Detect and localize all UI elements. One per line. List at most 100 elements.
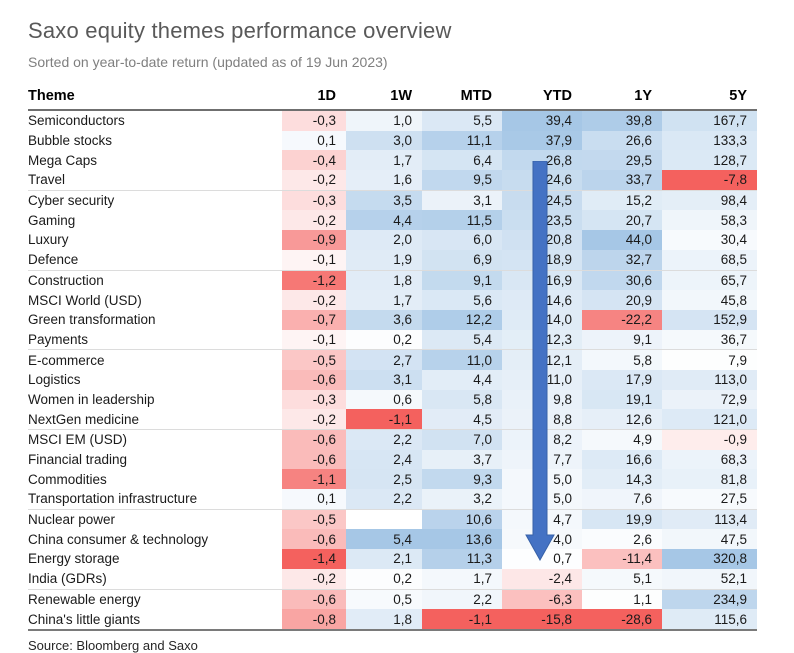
value-cell: 7,9: [662, 349, 757, 370]
theme-cell: MSCI EM (USD): [28, 428, 282, 450]
value-cell: -0,2: [282, 409, 346, 430]
value-cell: 4,5: [422, 409, 502, 430]
value-cell: 1,8: [346, 609, 422, 630]
theme-cell: Mega Caps: [28, 150, 282, 171]
value-cell: 27,5: [662, 489, 757, 510]
value-cell: -0,3: [282, 189, 346, 211]
value-cell: 2,2: [422, 588, 502, 610]
value-cell: 12,1: [502, 349, 582, 370]
value-cell: 1,8: [346, 269, 422, 291]
table-row: Bubble stocks 0,1 3,0 11,1 37,9 26,6 133,3: [28, 130, 757, 151]
value-cell: 113,4: [662, 508, 757, 530]
value-cell: 7,6: [582, 489, 662, 510]
value-cell: 1,6: [346, 170, 422, 191]
value-cell: 65,7: [662, 269, 757, 291]
value-cell: -0,8: [282, 609, 346, 630]
value-cell: 5,8: [422, 389, 502, 410]
value-cell: 3,2: [422, 489, 502, 510]
table-row: Luxury -0,9 2,0 6,0 20,8 44,0 30,4: [28, 230, 757, 250]
table-row: Energy storage -1,4 2,1 11,3 0,7 -11,4 320,8: [28, 549, 757, 569]
value-cell: 20,8: [502, 230, 582, 250]
value-cell: 14,0: [502, 309, 582, 330]
table-row: MSCI EM (USD) -0,6 2,2 7,0 8,2 4,9 -0,9: [28, 428, 757, 450]
value-cell: 8,2: [502, 428, 582, 450]
value-cell: 5,6: [422, 290, 502, 310]
table-row: Payments -0,1 0,2 5,4 12,3 9,1 36,7: [28, 329, 757, 350]
value-cell: -0,6: [282, 449, 346, 470]
value-cell: 4,4: [346, 210, 422, 231]
value-cell: 2,2: [346, 428, 422, 450]
value-cell: -0,2: [282, 290, 346, 310]
value-cell: 0,7: [502, 549, 582, 569]
value-cell: 12,2: [422, 309, 502, 330]
value-cell: 9,3: [422, 469, 502, 490]
theme-cell: MSCI World (USD): [28, 290, 282, 310]
page-title: Saxo equity themes performance overview: [28, 18, 452, 43]
value-cell: 6,4: [422, 150, 502, 171]
value-cell: 2,5: [346, 469, 422, 490]
value-cell: 2,0: [346, 230, 422, 250]
value-cell: 1,7: [422, 568, 502, 589]
value-cell: -1,1: [346, 409, 422, 430]
value-cell: -28,6: [582, 609, 662, 630]
value-cell: 6,0: [422, 230, 502, 250]
theme-cell: Luxury: [28, 230, 282, 250]
column-header-theme: Theme: [28, 86, 282, 111]
value-cell: 121,0: [662, 409, 757, 430]
value-cell: -0,5: [282, 508, 346, 530]
table-row: Cyber security -0,3 3,5 3,1 24,5 15,2 98,4: [28, 189, 757, 211]
value-cell: 16,6: [582, 449, 662, 470]
value-cell: 19,9: [582, 508, 662, 530]
table-row: Gaming -0,2 4,4 11,5 23,5 20,7 58,3: [28, 210, 757, 231]
value-cell: 52,1: [662, 568, 757, 589]
value-cell: -0,1: [282, 249, 346, 270]
value-cell: 45,8: [662, 290, 757, 310]
value-cell: 0,2: [346, 329, 422, 350]
theme-cell: Defence: [28, 249, 282, 270]
value-cell: 11,0: [422, 349, 502, 370]
value-cell: 33,7: [582, 170, 662, 191]
value-cell: 44,0: [582, 230, 662, 250]
value-cell: 113,0: [662, 369, 757, 390]
value-cell: -0,3: [282, 110, 346, 131]
value-cell: 5,4: [422, 329, 502, 350]
value-cell: -0,6: [282, 588, 346, 610]
theme-cell: Gaming: [28, 210, 282, 231]
value-cell: 4,0: [502, 529, 582, 550]
theme-cell: India (GDRs): [28, 568, 282, 589]
value-cell: 5,0: [502, 489, 582, 510]
value-cell: 36,7: [662, 329, 757, 350]
value-cell: [346, 508, 422, 530]
value-cell: 4,4: [422, 369, 502, 390]
value-cell: -6,3: [502, 588, 582, 610]
table-row: MSCI World (USD) -0,2 1,7 5,6 14,6 20,9 45,8: [28, 290, 757, 310]
value-cell: 32,7: [582, 249, 662, 270]
value-cell: 6,9: [422, 249, 502, 270]
value-cell: 4,9: [582, 428, 662, 450]
table-row: E-commerce -0,5 2,7 11,0 12,1 5,8 7,9: [28, 349, 757, 370]
theme-cell: Travel: [28, 170, 282, 191]
value-cell: -0,6: [282, 529, 346, 550]
theme-cell: Energy storage: [28, 549, 282, 569]
value-cell: 128,7: [662, 150, 757, 171]
value-cell: 115,6: [662, 609, 757, 630]
value-cell: 26,6: [582, 130, 662, 151]
value-cell: 15,2: [582, 189, 662, 211]
value-cell: 39,8: [582, 110, 662, 131]
value-cell: 68,3: [662, 449, 757, 470]
value-cell: -22,2: [582, 309, 662, 330]
value-cell: 14,6: [502, 290, 582, 310]
column-header-1w: 1W: [346, 86, 422, 111]
value-cell: -7,8: [662, 170, 757, 191]
table-row: Travel -0,2 1,6 9,5 24,6 33,7 -7,8: [28, 170, 757, 191]
value-cell: -0,9: [282, 230, 346, 250]
theme-cell: Commodities: [28, 469, 282, 490]
theme-cell: Renewable energy: [28, 588, 282, 610]
value-cell: 29,5: [582, 150, 662, 171]
value-cell: 1,7: [346, 150, 422, 171]
theme-cell: Transportation infrastructure: [28, 489, 282, 510]
value-cell: 30,4: [662, 230, 757, 250]
value-cell: 2,7: [346, 349, 422, 370]
table-row: NextGen medicine -0,2 -1,1 4,5 8,8 12,6 121,0: [28, 409, 757, 430]
